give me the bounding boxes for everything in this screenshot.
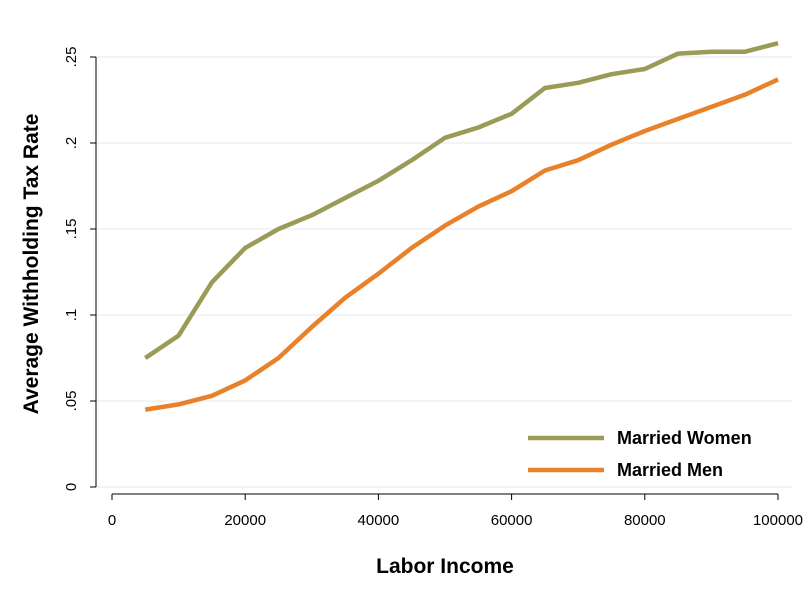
y-axis-title: Average Withholding Tax Rate [20,114,43,415]
y-ticks: 0 .05 .1 .15 .2 .25 [63,47,96,491]
x-axis-title: Labor Income [376,555,514,578]
x-tick-label: 80000 [624,512,666,529]
y-tick-label: .2 [63,137,80,150]
x-tick-label: 0 [108,512,116,529]
x-tick-label: 60000 [491,512,533,529]
x-tick-label: 20000 [224,512,266,529]
axes [95,57,778,495]
x-tick-label: 40000 [358,512,400,529]
y-tick-label: .05 [63,391,80,412]
y-tick-label: .15 [63,219,80,240]
gridlines [96,56,792,488]
legend-label: Married Men [617,460,723,480]
series-line-married-men [144,77,779,412]
series-line-married-women [144,41,779,360]
y-tick-label: .1 [63,309,80,322]
legend-label: Married Women [617,428,752,448]
y-tick-label: .25 [63,47,80,68]
legend: Married Women Married Men [528,428,752,480]
y-tick-label: 0 [63,483,80,491]
series [144,41,779,412]
x-tick-label: 100000 [753,512,803,529]
x-ticks: 0 20000 40000 60000 80000 100000 [108,494,803,529]
